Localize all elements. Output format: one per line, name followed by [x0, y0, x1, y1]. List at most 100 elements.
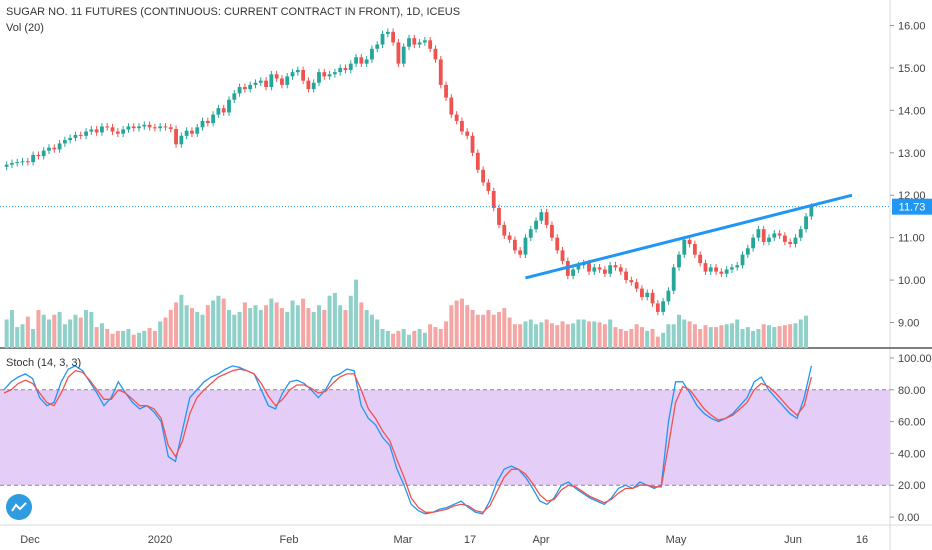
- candle-body: [68, 137, 73, 141]
- candle-body: [237, 87, 242, 94]
- volume-bar: [761, 324, 766, 348]
- candle-body: [211, 114, 216, 124]
- candle-body: [550, 224, 554, 238]
- candle-body: [216, 108, 221, 115]
- candle-body: [253, 82, 258, 85]
- candle-body: [767, 237, 771, 242]
- tradingview-logo-icon[interactable]: [6, 494, 32, 520]
- candle-body: [597, 267, 602, 270]
- price-tick-label: 16.00: [898, 20, 926, 32]
- candle-body: [449, 97, 454, 115]
- candle-body: [544, 212, 549, 225]
- time-tick-label: Mar: [394, 534, 413, 546]
- volume-bar: [745, 327, 750, 348]
- candle-body: [613, 265, 618, 268]
- candle-body: [497, 207, 501, 225]
- volume-bar: [68, 319, 73, 348]
- stoch-k-line: [3, 365, 813, 515]
- volume-bar: [396, 330, 401, 348]
- candle-body: [629, 280, 634, 283]
- price-tick-label: 15.00: [898, 63, 926, 75]
- candle-body: [618, 267, 623, 272]
- trendline: [525, 193, 853, 280]
- candle-body: [205, 120, 210, 124]
- candle-body: [719, 271, 724, 274]
- candle-body: [666, 290, 671, 302]
- candle-body: [634, 282, 639, 289]
- volume-bar: [650, 329, 655, 348]
- volume-bar: [248, 308, 253, 348]
- candle-body: [650, 292, 655, 304]
- stoch-tick-label: 20.00: [898, 480, 926, 492]
- volume-bar: [502, 308, 507, 348]
- volume-bar: [115, 330, 120, 348]
- volume-bar: [105, 329, 110, 348]
- candle-body: [311, 82, 316, 90]
- volume-bar: [99, 323, 104, 348]
- volume-bar: [719, 325, 724, 348]
- volume-bar: [422, 332, 427, 348]
- candle-body: [470, 135, 475, 153]
- candle-body: [465, 131, 470, 136]
- candle-body: [714, 267, 718, 272]
- candle-body: [507, 235, 512, 240]
- candle-body: [41, 150, 46, 157]
- candle-body: [385, 31, 390, 34]
- volume-bar: [94, 327, 99, 348]
- volume-bar: [221, 298, 226, 348]
- volume-bar: [714, 327, 719, 348]
- candle-body: [772, 233, 777, 238]
- candle-body: [730, 267, 734, 270]
- volume-bar: [549, 323, 554, 348]
- volume-bar: [655, 336, 660, 348]
- candle-body: [401, 46, 406, 64]
- candle-body: [20, 161, 25, 163]
- stoch-tick-label: 100.00: [898, 353, 932, 365]
- candle-body: [258, 80, 263, 83]
- candle-body: [433, 48, 438, 60]
- volume-bar: [608, 319, 613, 348]
- candle-body: [158, 126, 163, 129]
- candle-body: [698, 254, 703, 264]
- candle-body: [131, 126, 136, 129]
- volume-bar: [57, 311, 62, 348]
- volume-bar: [285, 311, 290, 348]
- volume-bar: [279, 308, 284, 348]
- volume-bar: [782, 325, 787, 348]
- volume-bar: [142, 330, 147, 348]
- time-tick-label: Feb: [280, 534, 299, 546]
- candle-body: [756, 229, 761, 238]
- candle-body: [422, 40, 427, 43]
- volume-bar: [41, 314, 46, 348]
- candle-body: [31, 154, 36, 163]
- volume-bar: [406, 334, 412, 348]
- stoch-tick-label: 40.00: [898, 448, 926, 460]
- volume-bar: [258, 310, 263, 348]
- stoch-d-line: [3, 368, 813, 514]
- volume-bar: [4, 319, 9, 348]
- candle-body: [264, 80, 268, 87]
- candle-body: [804, 216, 808, 230]
- candle-body: [560, 250, 565, 261]
- candle-body: [793, 237, 798, 245]
- candle-body: [602, 269, 607, 274]
- price-tick-label: 10.00: [898, 275, 926, 287]
- volume-bar: [401, 329, 406, 348]
- volume-bar: [52, 314, 57, 348]
- last-price-tag: [892, 198, 932, 215]
- volume-bar: [269, 298, 274, 348]
- volume-bar: [354, 279, 359, 348]
- volume-bar: [481, 314, 486, 348]
- candle-body: [84, 131, 88, 136]
- candle-body: [624, 271, 628, 281]
- volume-bar: [507, 317, 512, 348]
- candle-body: [338, 67, 343, 73]
- volume-bar: [581, 319, 586, 348]
- volume-bar: [369, 314, 374, 348]
- volume-bar: [31, 329, 36, 348]
- candle-body: [78, 134, 83, 136]
- candle-body: [274, 74, 279, 79]
- candle-body: [179, 135, 184, 145]
- volume-bar: [444, 321, 449, 348]
- volume-bar: [671, 324, 676, 348]
